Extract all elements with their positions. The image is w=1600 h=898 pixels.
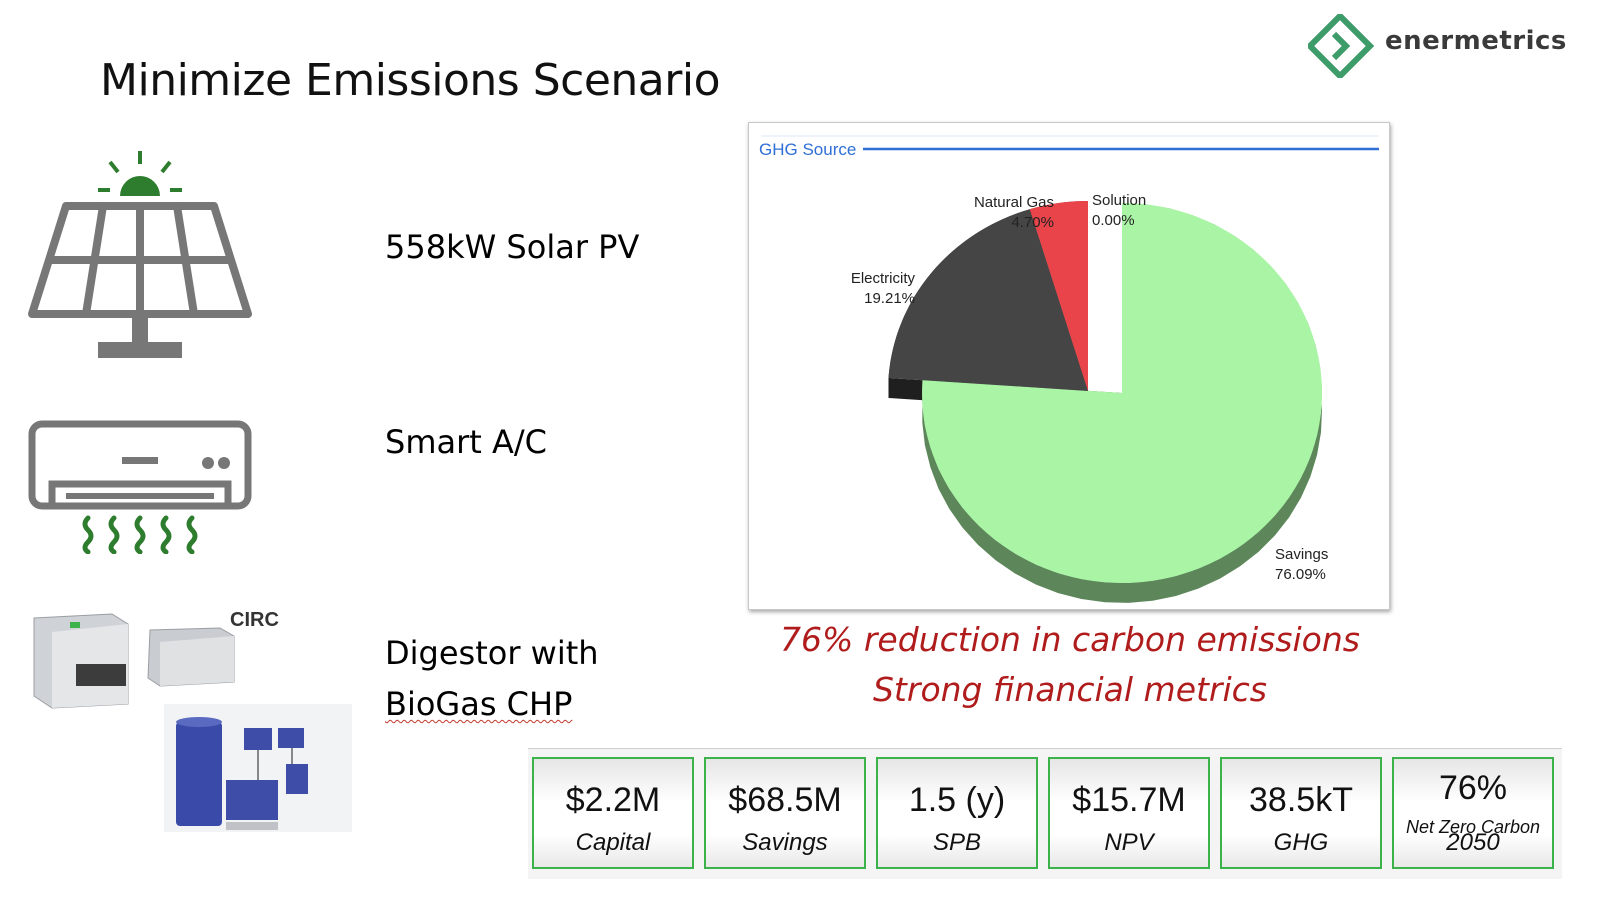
circ-brand-text: CIRC: [230, 609, 279, 631]
pie-slice-savings: [922, 203, 1323, 583]
ghg-pie-svg: GHG Source Savings 76.09% Electricity 19.21…: [759, 135, 1379, 603]
pie-slice-natural-gas: [1029, 201, 1088, 391]
pie-value-savings: 76.09%: [1275, 566, 1326, 583]
feature-digestor-line2: BioGas CHP: [385, 685, 573, 723]
metric-spb-label: SPB: [932, 829, 982, 856]
metric-capital-label: Capital: [575, 829, 651, 856]
metric-net-zero-sub: Net Zero Carbon: [1405, 817, 1541, 837]
pie-value-natural-gas: 4.70%: [1011, 214, 1054, 231]
metrics-bar: $2.2M Capital $68.5M Savings 1.5 (y) SPB…: [528, 748, 1562, 879]
pie-label-savings: Savings: [1275, 546, 1328, 563]
solar-panel-icon: [28, 148, 253, 367]
feature-smart-ac: Smart A/C: [385, 423, 547, 461]
tagline-financial: Strong financial metrics: [872, 670, 1268, 709]
ghg-source-chart: GHG Source Savings 76.09% Electricity 19.21…: [748, 122, 1390, 610]
feature-solar-pv: 558kW Solar PV: [385, 228, 640, 266]
metric-capital-value: $2.2M: [565, 781, 661, 819]
pie-value-electricity: 19.21%: [864, 290, 915, 307]
metric-spb: 1.5 (y) SPB: [876, 757, 1038, 869]
slide-title: Minimize Emissions Scenario: [100, 55, 721, 106]
metric-net-zero-label: 2050: [1446, 829, 1500, 856]
pie-label-solution: Solution: [1092, 192, 1146, 209]
metric-ghg-value: 38.5kT: [1249, 781, 1353, 819]
pie-label-electricity: Electricity: [851, 270, 916, 287]
air-conditioner-icon: [28, 420, 253, 559]
metric-ghg-label: GHG: [1273, 829, 1329, 856]
metric-capital: $2.2M Capital: [532, 757, 694, 869]
digestor-equipment-image: CIRC: [30, 598, 360, 839]
metric-savings-value: $68.5M: [728, 781, 842, 819]
metric-net-zero-value: 76%: [1438, 769, 1508, 807]
chart-title: GHG Source: [759, 140, 856, 159]
metric-net-zero: 76% Net Zero Carbon 2050: [1392, 757, 1554, 869]
feature-digestor: Digestor with BioGas CHP: [385, 628, 599, 730]
feature-digestor-line1: Digestor with: [385, 634, 599, 672]
metric-npv: $15.7M NPV: [1048, 757, 1210, 869]
pie-label-natural-gas: Natural Gas: [974, 194, 1054, 211]
metric-savings: $68.5M Savings: [704, 757, 866, 869]
metric-savings-label: Savings: [742, 829, 828, 856]
pie-slice-electricity: [888, 209, 1088, 391]
tagline-reduction: 76% reduction in carbon emissions: [780, 620, 1360, 659]
metric-npv-value: $15.7M: [1072, 781, 1186, 819]
metric-spb-value: 1.5 (y): [908, 781, 1006, 819]
logo-text: enermetrics: [1385, 26, 1567, 56]
metric-npv-label: NPV: [1104, 829, 1154, 856]
metric-ghg: 38.5kT GHG: [1220, 757, 1382, 869]
enermetrics-logo-icon: [1305, 11, 1375, 81]
enermetrics-logo: [1305, 11, 1598, 81]
pie-value-solution: 0.00%: [1092, 212, 1135, 229]
